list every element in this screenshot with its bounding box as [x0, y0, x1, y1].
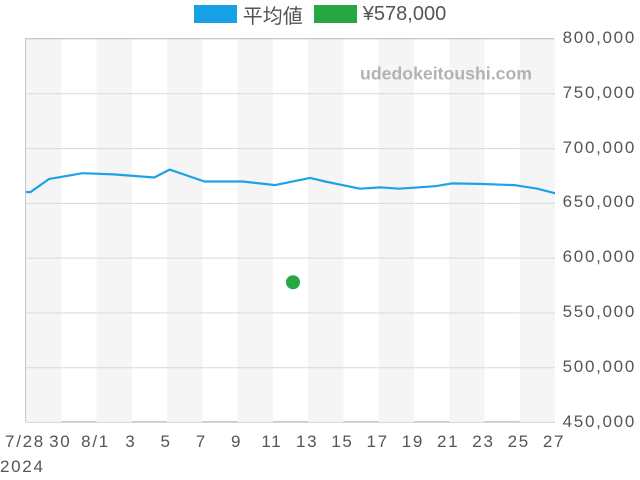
svg-text:udedokeitoushi.com: udedokeitoushi.com: [360, 64, 532, 84]
